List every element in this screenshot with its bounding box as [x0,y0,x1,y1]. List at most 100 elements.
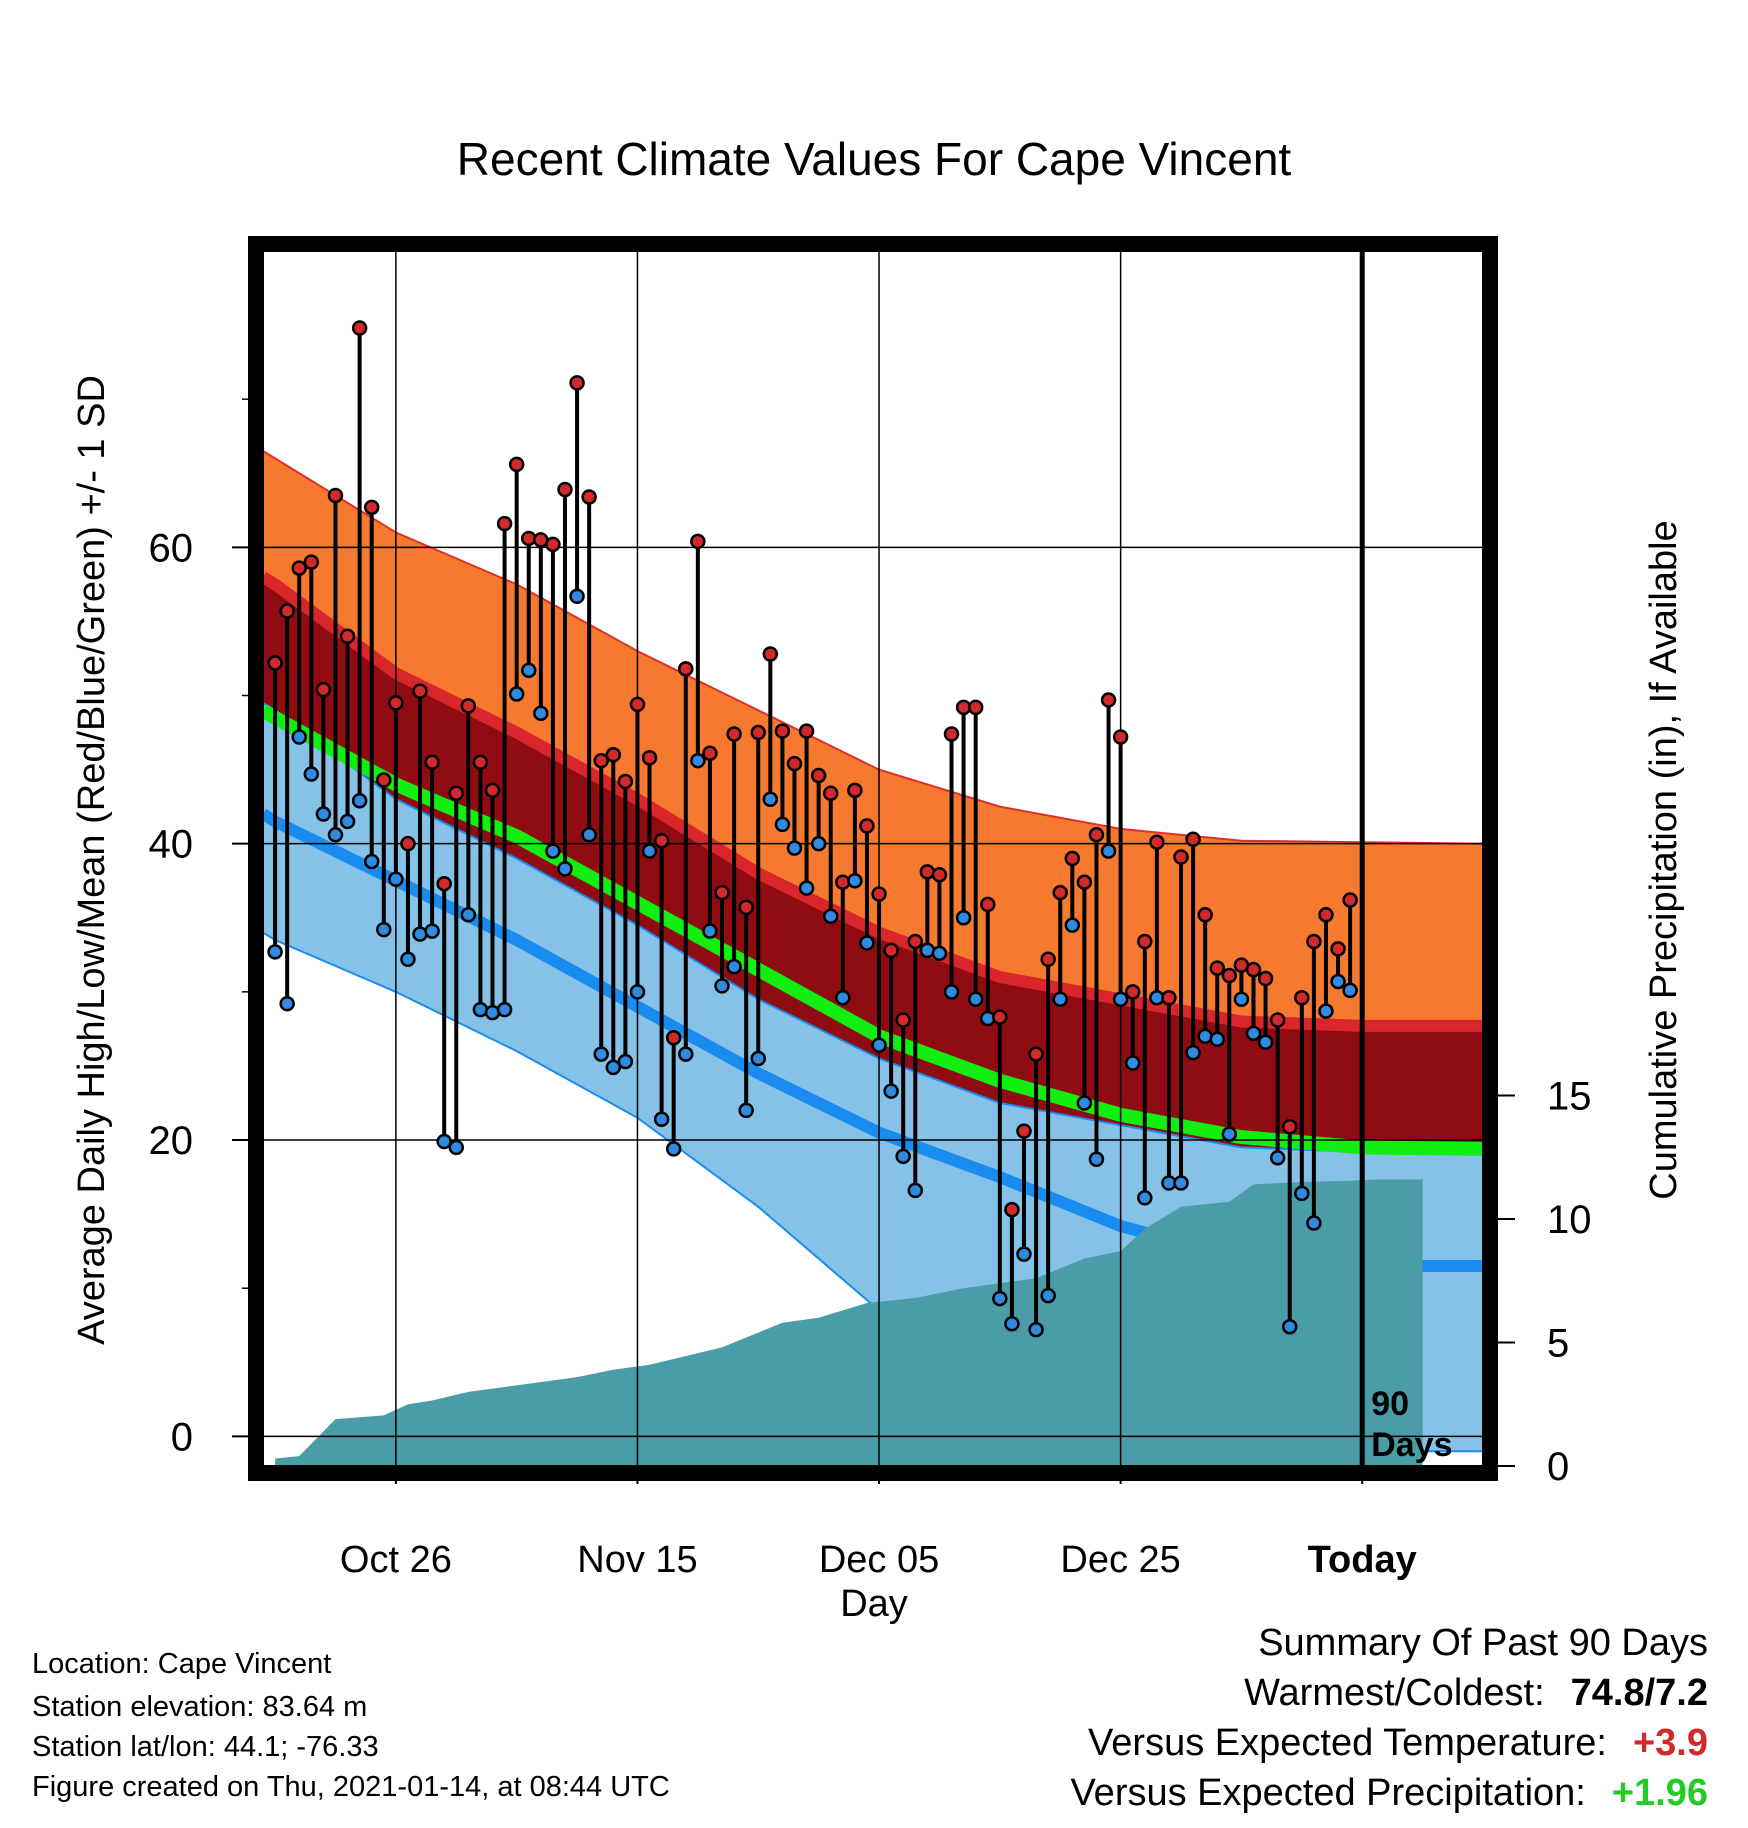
summary-temp: Versus Expected Temperature: +3.9 [1088,1722,1708,1765]
daily-high-point [1185,831,1201,847]
daily-low-point [1052,991,1068,1008]
daily-low-point [1185,1044,1201,1061]
daily-low-point [508,686,525,702]
daily-high-point [1028,1046,1044,1062]
daily-high-point [726,726,742,742]
daily-high-point [557,481,573,498]
warm-cold-value: 74.8/7.2 [1570,1672,1708,1714]
daily-high-point [303,554,320,570]
daily-low-point [460,907,477,923]
high-normal-line [263,571,1483,1032]
daily-low-point [376,921,392,938]
daily-low-point [1064,917,1081,933]
daily-low-point [1137,1190,1153,1206]
daily-high-point [448,785,465,802]
daily-low-point [496,1001,513,1018]
daily-high-point [315,681,332,698]
daily-low-point [279,995,295,1012]
daily-low-point [1269,1150,1286,1166]
daily-high-point [1342,892,1358,908]
daily-low-point [520,662,537,679]
daily-low-point [448,1139,465,1156]
precip-value: +1.96 [1611,1772,1708,1814]
x-tick-label: Today [1308,1539,1417,1581]
daily-low-point [822,908,839,925]
daily-low-point [907,1182,924,1199]
daily-low-point [605,1059,622,1076]
daily-high-point [1294,990,1310,1006]
daily-low-point [786,840,803,856]
y2-tick-label: 10 [1547,1198,1592,1242]
daily-high-point [774,723,791,739]
daily-low-point [1028,1321,1044,1338]
daily-low-point [847,872,863,889]
daily-high-point [291,560,307,576]
mean-normal-line [263,704,1483,1156]
daily-low-point [1124,1055,1141,1071]
daily-low-point [726,958,742,975]
x-tick-label: Dec 25 [1060,1539,1180,1581]
precip-label: Versus Expected Precipitation: [1070,1772,1586,1814]
daily-low-point [1112,991,1129,1008]
daily-low-point [1306,1215,1322,1231]
daily-high-point [798,723,815,739]
daily-high-point [1209,960,1226,976]
today-days-label-1: 90 [1371,1385,1409,1423]
daily-low-point [1040,1287,1056,1304]
daily-high-point [859,818,875,834]
daily-low-point [339,813,356,830]
y2-tick-label: 15 [1547,1075,1592,1119]
daily-high-point [1161,990,1177,1006]
summary-warm-cold: Warmest/Coldest: 74.8/7.2 [1244,1672,1708,1715]
daily-low-point [1173,1175,1189,1191]
daily-low-point [641,843,658,859]
x-axis-label: Day [840,1583,908,1625]
y2-tick-label: 5 [1547,1322,1569,1366]
daily-high-point [1137,933,1153,950]
daily-low-point [629,984,646,1000]
daily-high-point [1088,827,1105,843]
daily-high-point [1318,907,1334,923]
today-days-label-2: Days [1371,1426,1452,1464]
daily-high-point [484,782,501,799]
daily-high-point [750,724,766,741]
daily-low-point [1342,982,1358,999]
daily-high-point [871,886,887,902]
daily-low-point [967,991,984,1008]
daily-high-point [883,942,899,959]
daily-high-point [980,896,996,913]
daily-low-point [835,990,851,1006]
daily-low-point [678,1046,694,1062]
daily-high-point [412,683,428,699]
info-created: Figure created on Thu, 2021-01-14, at 08… [32,1771,670,1803]
daily-high-point [1004,1201,1020,1218]
summary-precip: Versus Expected Precipitation: +1.96 [1070,1772,1708,1815]
daily-low-point [351,792,368,809]
daily-low-point [1233,991,1250,1008]
x-tick-label: Nov 15 [577,1539,697,1581]
daily-low-point [1245,1025,1262,1042]
daily-low-point [810,835,827,852]
temp-value: +3.9 [1632,1722,1708,1764]
daily-high-point [617,773,634,790]
daily-high-point [472,754,489,770]
daily-high-point [1124,984,1141,1000]
daily-high-point [1040,951,1056,968]
daily-low-point [895,1148,911,1165]
daily-low-point [363,853,380,870]
daily-high-point [678,661,694,677]
daily-high-point [267,655,283,671]
daily-high-point [1100,692,1117,708]
daily-low-point [533,705,549,722]
daily-low-point [690,752,706,769]
daily-low-point [883,1083,899,1099]
y-tick-label: 20 [149,1119,194,1163]
daily-low-point [267,944,283,960]
plot-frame [248,236,1498,1481]
daily-low-point [388,871,404,887]
daily-high-point [388,695,404,711]
precip-area [275,1179,1423,1466]
daily-low-point [1257,1034,1274,1050]
y-tick-label: 40 [149,823,194,867]
